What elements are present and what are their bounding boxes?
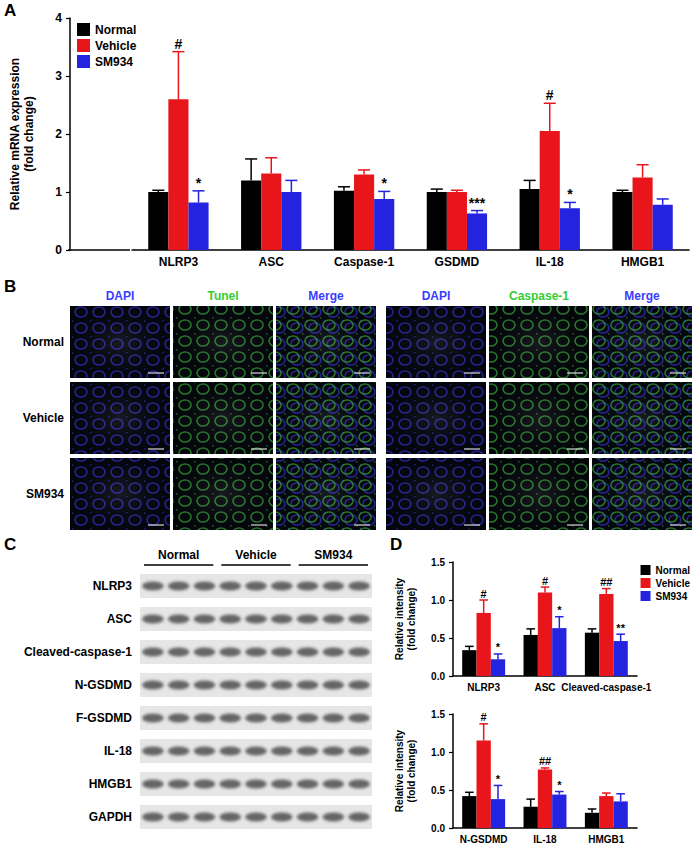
svg-text:0: 0: [55, 243, 62, 257]
svg-text:Caspase-1: Caspase-1: [509, 289, 569, 303]
svg-text:Normal: Normal: [95, 23, 136, 37]
svg-text:DAPI: DAPI: [422, 289, 451, 303]
svg-text:*: *: [496, 641, 501, 653]
svg-text:Relative intensity: Relative intensity: [394, 729, 405, 812]
svg-text:ASC: ASC: [107, 612, 133, 626]
svg-text:SM934: SM934: [314, 548, 352, 562]
svg-text:Relative mRNA expression: Relative mRNA expression: [8, 58, 22, 210]
svg-text:N-GSDMD: N-GSDMD: [460, 834, 508, 845]
svg-text:Merge: Merge: [308, 289, 344, 303]
svg-text:Vehicle: Vehicle: [95, 39, 137, 53]
svg-text:**: **: [616, 622, 625, 634]
svg-text:Caspase-1: Caspase-1: [334, 255, 394, 269]
svg-text:Normal: Normal: [656, 565, 691, 576]
svg-text:Tunel: Tunel: [207, 289, 238, 303]
svg-text:#: #: [481, 588, 487, 600]
svg-text:1.0: 1.0: [431, 747, 445, 758]
svg-text:1.0: 1.0: [431, 595, 445, 606]
svg-text:HMGB1: HMGB1: [588, 834, 625, 845]
svg-text:Cleaved-caspase-1: Cleaved-caspase-1: [561, 682, 651, 693]
svg-text:Merge: Merge: [624, 289, 660, 303]
svg-text:*: *: [567, 186, 573, 202]
svg-text:A: A: [4, 1, 16, 20]
svg-text:(fold change): (fold change): [406, 740, 417, 803]
svg-text:NLRP3: NLRP3: [467, 682, 500, 693]
svg-text:1.5: 1.5: [431, 557, 445, 568]
svg-text:##: ##: [600, 576, 612, 588]
svg-text:NLRP3: NLRP3: [93, 579, 133, 593]
svg-text:3: 3: [55, 69, 62, 83]
svg-text:Vehicle: Vehicle: [23, 411, 65, 425]
svg-text:HMGB1: HMGB1: [621, 255, 665, 269]
svg-text:(fold change): (fold change): [406, 588, 417, 651]
svg-text:#: #: [542, 575, 548, 587]
svg-text:***: ***: [469, 195, 486, 211]
svg-text:SM934: SM934: [26, 487, 64, 501]
svg-text:*: *: [196, 175, 202, 191]
svg-text:Cleaved-caspase-1: Cleaved-caspase-1: [24, 645, 132, 659]
svg-text:#: #: [546, 87, 554, 103]
svg-text:F-GSDMD: F-GSDMD: [76, 711, 132, 725]
svg-text:*: *: [557, 604, 562, 616]
svg-text:#: #: [175, 36, 183, 52]
svg-text:SM934: SM934: [656, 591, 688, 602]
svg-text:ASC: ASC: [534, 682, 555, 693]
svg-text:0.5: 0.5: [431, 633, 445, 644]
svg-text:DAPI: DAPI: [106, 289, 135, 303]
svg-text:C: C: [4, 535, 16, 554]
svg-text:Vehicle: Vehicle: [235, 548, 277, 562]
svg-text:ASC: ASC: [259, 255, 285, 269]
svg-text:N-GSDMD: N-GSDMD: [75, 678, 133, 692]
svg-text:SM934: SM934: [95, 55, 133, 69]
svg-text:GAPDH: GAPDH: [89, 810, 132, 824]
svg-text:0.0: 0.0: [431, 671, 445, 682]
svg-text:*: *: [557, 779, 562, 791]
svg-text:IL-18: IL-18: [104, 744, 132, 758]
svg-text:*: *: [381, 175, 387, 191]
svg-text:Vehicle: Vehicle: [656, 578, 691, 589]
svg-text:1: 1: [55, 185, 62, 199]
svg-text:GSDMD: GSDMD: [435, 255, 480, 269]
svg-text:1.5: 1.5: [431, 709, 445, 720]
svg-text:Normal: Normal: [23, 335, 64, 349]
svg-text:2: 2: [55, 127, 62, 141]
svg-text:(fold change): (fold change): [22, 96, 36, 171]
svg-text:*: *: [496, 773, 501, 785]
svg-text:NLRP3: NLRP3: [159, 255, 199, 269]
svg-text:B: B: [4, 277, 16, 296]
svg-text:IL-18: IL-18: [536, 255, 564, 269]
svg-text:##: ##: [539, 755, 551, 767]
svg-text:Normal: Normal: [158, 548, 199, 562]
svg-text:4: 4: [55, 11, 62, 25]
svg-text:IL-18: IL-18: [533, 834, 557, 845]
svg-text:#: #: [481, 711, 487, 723]
svg-text:0.0: 0.0: [431, 823, 445, 834]
svg-text:0.5: 0.5: [431, 785, 445, 796]
svg-text:HMGB1: HMGB1: [89, 777, 133, 791]
svg-text:Relative intensity: Relative intensity: [394, 577, 405, 660]
svg-text:D: D: [390, 535, 402, 554]
